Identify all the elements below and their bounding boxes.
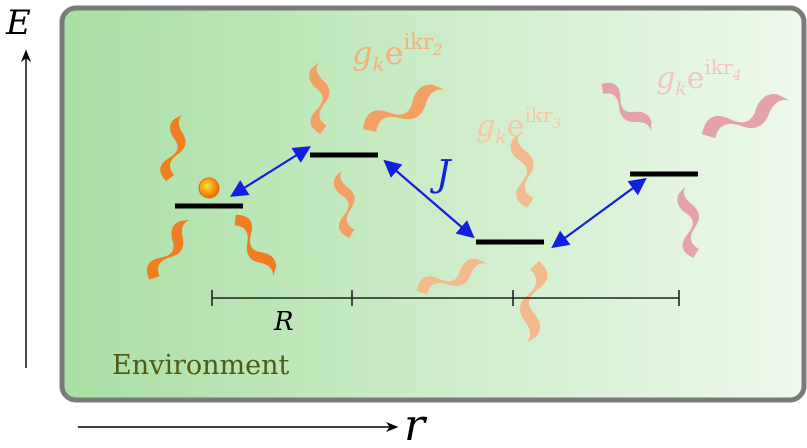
- distance-label: R: [273, 307, 294, 337]
- excitation-dot: [198, 177, 220, 199]
- position-axis-label: r: [404, 400, 428, 448]
- emission-label-4: gkeikr4: [656, 55, 742, 100]
- emission-label-2: gkeikr2: [352, 30, 443, 76]
- coupling-arrows: [230, 146, 647, 249]
- coupling-arrow-2-3: [383, 159, 475, 239]
- coupling-arrow-3-4: [551, 177, 647, 249]
- environment-label: Environment: [112, 350, 290, 381]
- coupling-arrow-1-2: [230, 146, 311, 197]
- distance-ruler: [211, 290, 680, 306]
- energy-axis-label: E: [5, 3, 31, 43]
- emission-label-3: gkeikr3: [476, 103, 562, 148]
